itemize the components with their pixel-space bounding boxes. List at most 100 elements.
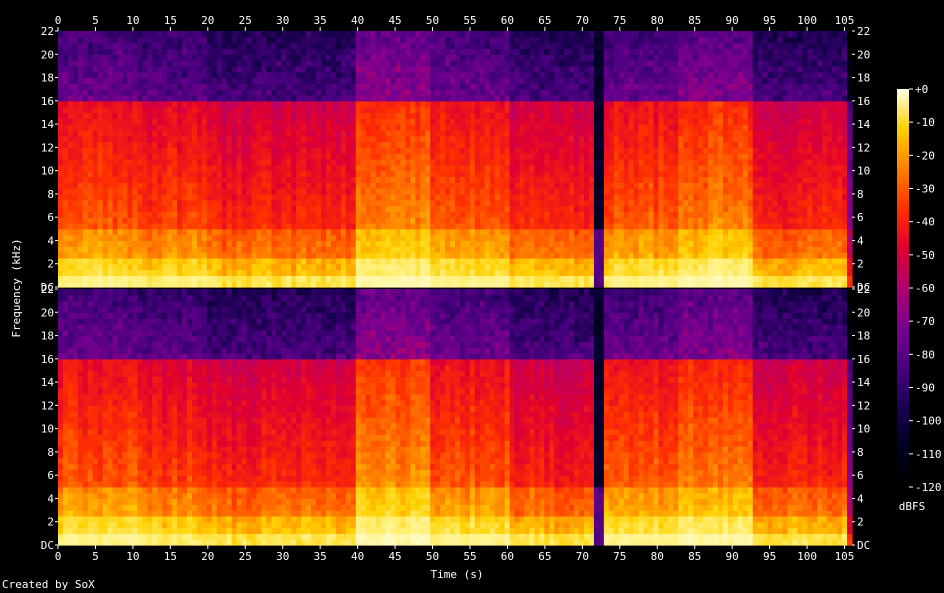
spectrogram-cell bbox=[415, 100, 421, 108]
spectrogram-cell bbox=[127, 223, 134, 230]
spectrogram-cell bbox=[375, 71, 382, 79]
spectrogram-cell bbox=[325, 71, 332, 79]
spectrogram-cell bbox=[445, 223, 451, 230]
spectrogram-cell bbox=[112, 42, 119, 50]
spectrogram-cell bbox=[504, 77, 511, 84]
spectrogram-cell bbox=[564, 112, 570, 119]
spectrogram-cell bbox=[539, 118, 545, 125]
spectrogram-cell bbox=[415, 129, 421, 137]
spectrogram-cell bbox=[58, 147, 64, 154]
spectrogram-cell bbox=[435, 223, 441, 230]
spectrogram-cell bbox=[499, 228, 506, 236]
spectrogram-cell bbox=[574, 95, 580, 102]
spectrogram-cell bbox=[494, 170, 501, 178]
spectrogram-cell bbox=[72, 269, 79, 276]
spectrogram-cell bbox=[529, 124, 535, 131]
spectrogram-cell bbox=[514, 188, 521, 195]
spectrogram-cell bbox=[405, 54, 411, 61]
spectrogram-cell bbox=[77, 60, 84, 67]
spectrogram-cell bbox=[569, 193, 575, 201]
spectrogram-cell bbox=[370, 106, 377, 114]
spectrogram-cell bbox=[420, 246, 426, 253]
spectrogram-cell bbox=[112, 54, 119, 61]
spectrogram-cell bbox=[321, 170, 327, 178]
spectrogram-cell bbox=[226, 65, 233, 73]
spectrogram-cell bbox=[504, 48, 511, 55]
spectrogram-cell bbox=[474, 234, 481, 242]
spectrogram-cell bbox=[519, 71, 526, 79]
spectrogram-cell bbox=[246, 147, 253, 154]
spectrogram-cell bbox=[117, 54, 124, 61]
spectrogram-cell bbox=[87, 211, 94, 218]
spectrogram-cell bbox=[450, 83, 456, 90]
spectrogram-cell bbox=[191, 71, 198, 79]
spectrogram-cell bbox=[380, 246, 387, 253]
spectrogram-cell bbox=[191, 95, 198, 102]
spectrogram-cell bbox=[137, 188, 143, 195]
spectrogram-cell bbox=[380, 31, 387, 38]
spectrogram-cell bbox=[58, 65, 64, 73]
spectrogram-cell bbox=[474, 106, 481, 114]
spectrogram-cell bbox=[345, 257, 352, 265]
spectrogram-cell bbox=[613, 48, 620, 55]
spectrogram-cell bbox=[82, 193, 89, 201]
spectrogram-cell bbox=[196, 164, 203, 172]
spectrogram-cell bbox=[395, 147, 402, 154]
spectrogram-cell bbox=[395, 89, 402, 96]
spectrogram-cell bbox=[519, 112, 526, 119]
spectrogram-cell bbox=[440, 205, 446, 212]
spectrogram-cell bbox=[216, 71, 223, 79]
spectrogram-cell bbox=[296, 211, 302, 218]
spectrogram-cell bbox=[226, 147, 233, 154]
spectrogram-cell bbox=[588, 269, 595, 276]
spectrogram-cell bbox=[450, 135, 456, 143]
spectrogram-cell bbox=[464, 164, 471, 172]
spectrogram-cell bbox=[370, 246, 377, 253]
spectrogram-cell bbox=[524, 193, 531, 201]
spectrogram-cell bbox=[291, 124, 297, 131]
spectrogram-cell bbox=[579, 281, 585, 288]
spectrogram-cell bbox=[484, 135, 491, 143]
spectrogram-cell bbox=[504, 65, 511, 73]
spectrogram-cell bbox=[102, 141, 109, 148]
spectrogram-cell bbox=[380, 135, 387, 143]
spectrogram-cell bbox=[296, 42, 302, 50]
spectrogram-cell bbox=[569, 170, 575, 178]
spectrogram-cell bbox=[236, 42, 243, 50]
spectrogram-cell bbox=[226, 199, 233, 207]
spectrogram-cell bbox=[340, 95, 347, 102]
spectrogram-cell bbox=[435, 159, 441, 166]
spectrogram-cell bbox=[420, 275, 426, 282]
spectrogram-cell bbox=[301, 217, 307, 224]
spectrogram-cell bbox=[211, 170, 218, 178]
spectrogram-cell bbox=[464, 275, 471, 282]
spectrogram-cell bbox=[122, 170, 129, 178]
spectrogram-cell bbox=[445, 31, 451, 38]
spectrogram-cell bbox=[87, 228, 94, 236]
spectrogram-cell bbox=[574, 170, 580, 178]
spectrogram-cell bbox=[564, 71, 570, 79]
spectrogram-cell bbox=[261, 60, 268, 67]
spectrogram-cell bbox=[196, 217, 203, 224]
spectrogram-cell bbox=[549, 129, 555, 137]
spectrogram-cell bbox=[286, 269, 292, 276]
spectrogram-cell bbox=[380, 65, 387, 73]
spectrogram-cell bbox=[524, 42, 531, 50]
spectrogram-cell bbox=[82, 124, 89, 131]
spectrogram-cell bbox=[137, 89, 143, 96]
spectrogram-cell bbox=[301, 95, 307, 102]
spectrogram-cell bbox=[296, 60, 302, 67]
spectrogram-cell bbox=[221, 223, 228, 230]
spectrogram-cell bbox=[266, 106, 272, 114]
spectrogram-cell bbox=[340, 112, 347, 119]
spectrogram-cell bbox=[564, 124, 570, 131]
spectrogram-cell bbox=[246, 118, 253, 125]
spectrogram-cell bbox=[231, 42, 238, 50]
spectrogram-cell bbox=[380, 182, 387, 189]
spectrogram-cell bbox=[494, 95, 501, 102]
spectrogram-cell bbox=[598, 211, 605, 218]
spectrogram-cell bbox=[459, 205, 466, 212]
spectrogram-cell bbox=[201, 240, 208, 247]
spectrogram-cell bbox=[410, 31, 416, 38]
spectrogram-cell bbox=[425, 170, 431, 178]
